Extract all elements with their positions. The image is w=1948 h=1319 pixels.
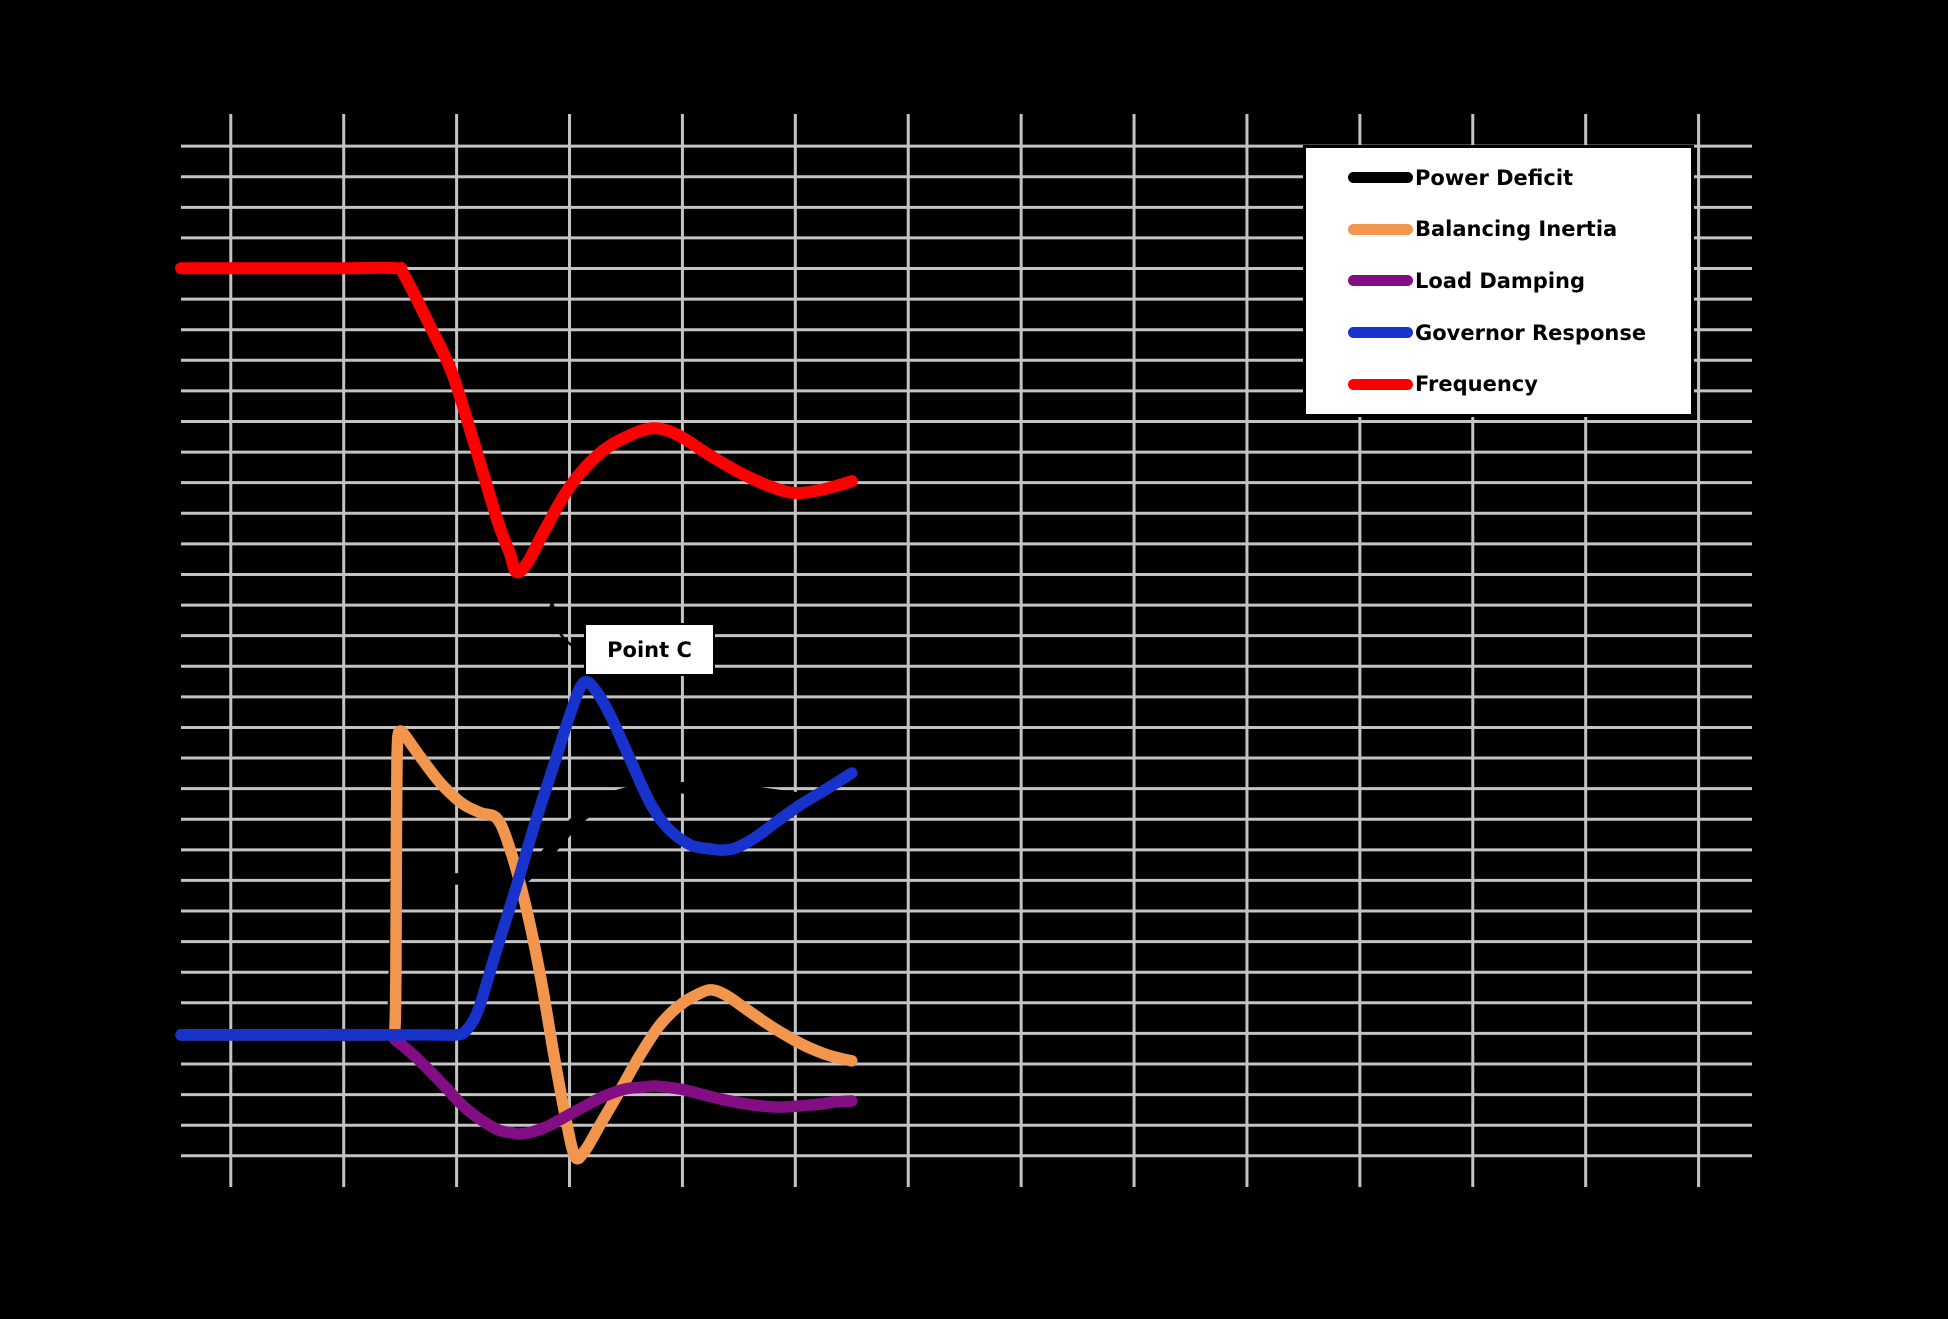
- series-line-load-damping: [175, 1028, 858, 1140]
- annotation-arrow: [543, 600, 589, 654]
- legend-item-power-deficit: Power Deficit: [1348, 166, 1691, 190]
- legend-line-sample-governor-response: [1348, 327, 1413, 339]
- series-line-balancing-inertia: [175, 725, 858, 1165]
- legend: Power Deficit Balancing Inertia Load Dam…: [1303, 145, 1694, 417]
- annotation-text: Point C: [607, 637, 692, 662]
- annotation-label: Point C: [584, 623, 715, 676]
- legend-label-frequency: Frequency: [1415, 372, 1538, 397]
- legend-item-frequency: Frequency: [1348, 372, 1691, 396]
- series-line-governor-response: [175, 676, 858, 1041]
- legend-label-power-deficit: Power Deficit: [1415, 165, 1574, 190]
- legend-line-sample-frequency: [1348, 378, 1413, 390]
- arrow-head-icon: [543, 600, 560, 622]
- legend-label-balancing-inertia: Balancing Inertia: [1415, 217, 1618, 242]
- legend-label-governor-response: Governor Response: [1415, 320, 1647, 345]
- legend-item-load-damping: Load Damping: [1348, 269, 1691, 293]
- legend-line-sample-power-deficit: [1348, 172, 1413, 184]
- legend-label-load-damping: Load Damping: [1415, 268, 1586, 293]
- legend-item-balancing-inertia: Balancing Inertia: [1348, 217, 1691, 241]
- legend-line-sample-load-damping: [1348, 275, 1413, 287]
- legend-item-governor-response: Governor Response: [1348, 321, 1691, 345]
- legend-line-sample-balancing-inertia: [1348, 223, 1413, 235]
- data-series: [175, 261, 858, 1165]
- series-line-frequency: [175, 261, 858, 579]
